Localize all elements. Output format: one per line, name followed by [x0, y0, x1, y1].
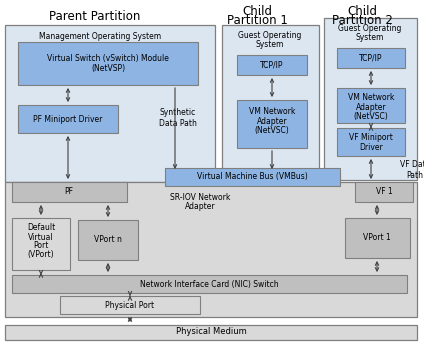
- Bar: [78, 220, 138, 260]
- Bar: [324, 18, 417, 180]
- Text: Physical Port: Physical Port: [106, 300, 155, 309]
- Bar: [60, 296, 200, 314]
- Bar: [337, 128, 405, 156]
- Text: VF Data
Path: VF Data Path: [400, 160, 424, 180]
- Bar: [12, 182, 127, 202]
- Bar: [222, 25, 319, 173]
- Bar: [5, 182, 417, 317]
- Bar: [337, 88, 405, 123]
- Text: Guest Operating: Guest Operating: [338, 24, 402, 33]
- Text: (NetVSP): (NetVSP): [91, 63, 125, 72]
- Text: Network Interface Card (NIC) Switch: Network Interface Card (NIC) Switch: [139, 280, 278, 288]
- Text: Adapter: Adapter: [356, 103, 386, 111]
- Text: Virtual Machine Bus (VMBus): Virtual Machine Bus (VMBus): [197, 173, 307, 181]
- Text: Partition 2: Partition 2: [332, 14, 393, 27]
- Bar: [345, 218, 410, 258]
- Text: VPort 1: VPort 1: [363, 234, 391, 243]
- Text: Virtual: Virtual: [28, 233, 54, 241]
- Text: PF: PF: [64, 188, 73, 197]
- Bar: [355, 182, 413, 202]
- Text: Management Operating System: Management Operating System: [39, 32, 161, 41]
- Text: VPort n: VPort n: [94, 236, 122, 245]
- Text: TCP/IP: TCP/IP: [260, 60, 284, 70]
- Text: Port: Port: [33, 241, 49, 250]
- Bar: [12, 275, 407, 293]
- Text: VM Network: VM Network: [249, 107, 295, 117]
- Text: Synthetic
Data Path: Synthetic Data Path: [159, 108, 197, 128]
- Text: VF 1: VF 1: [376, 188, 392, 197]
- Text: Child: Child: [347, 5, 377, 18]
- Bar: [5, 25, 215, 182]
- Text: Parent Partition: Parent Partition: [49, 10, 141, 23]
- Bar: [237, 55, 307, 75]
- Text: Adapter: Adapter: [185, 202, 215, 211]
- Text: Default: Default: [27, 224, 55, 233]
- Text: TCP/IP: TCP/IP: [359, 54, 383, 62]
- Text: Adapter: Adapter: [257, 117, 287, 126]
- Bar: [18, 105, 118, 133]
- Text: System: System: [356, 33, 384, 42]
- Text: VF Miniport: VF Miniport: [349, 133, 393, 142]
- Text: Guest Operating: Guest Operating: [238, 31, 302, 40]
- Text: System: System: [256, 40, 284, 49]
- Text: (VPort): (VPort): [28, 250, 54, 260]
- Text: SR-IOV Network: SR-IOV Network: [170, 193, 230, 202]
- Text: Virtual Switch (vSwitch) Module: Virtual Switch (vSwitch) Module: [47, 54, 169, 62]
- Text: Partition 1: Partition 1: [226, 14, 287, 27]
- Bar: [5, 325, 417, 340]
- Text: (NetVSC): (NetVSC): [255, 126, 289, 134]
- Text: Driver: Driver: [359, 142, 383, 152]
- Bar: [237, 100, 307, 148]
- Bar: [18, 42, 198, 85]
- Text: (NetVSC): (NetVSC): [354, 111, 388, 120]
- Text: VM Network: VM Network: [348, 94, 394, 103]
- Text: Physical Medium: Physical Medium: [176, 328, 246, 336]
- Bar: [337, 48, 405, 68]
- Bar: [165, 168, 340, 186]
- Text: Child: Child: [242, 5, 272, 18]
- Bar: [12, 218, 70, 270]
- Text: PF Miniport Driver: PF Miniport Driver: [33, 115, 103, 123]
